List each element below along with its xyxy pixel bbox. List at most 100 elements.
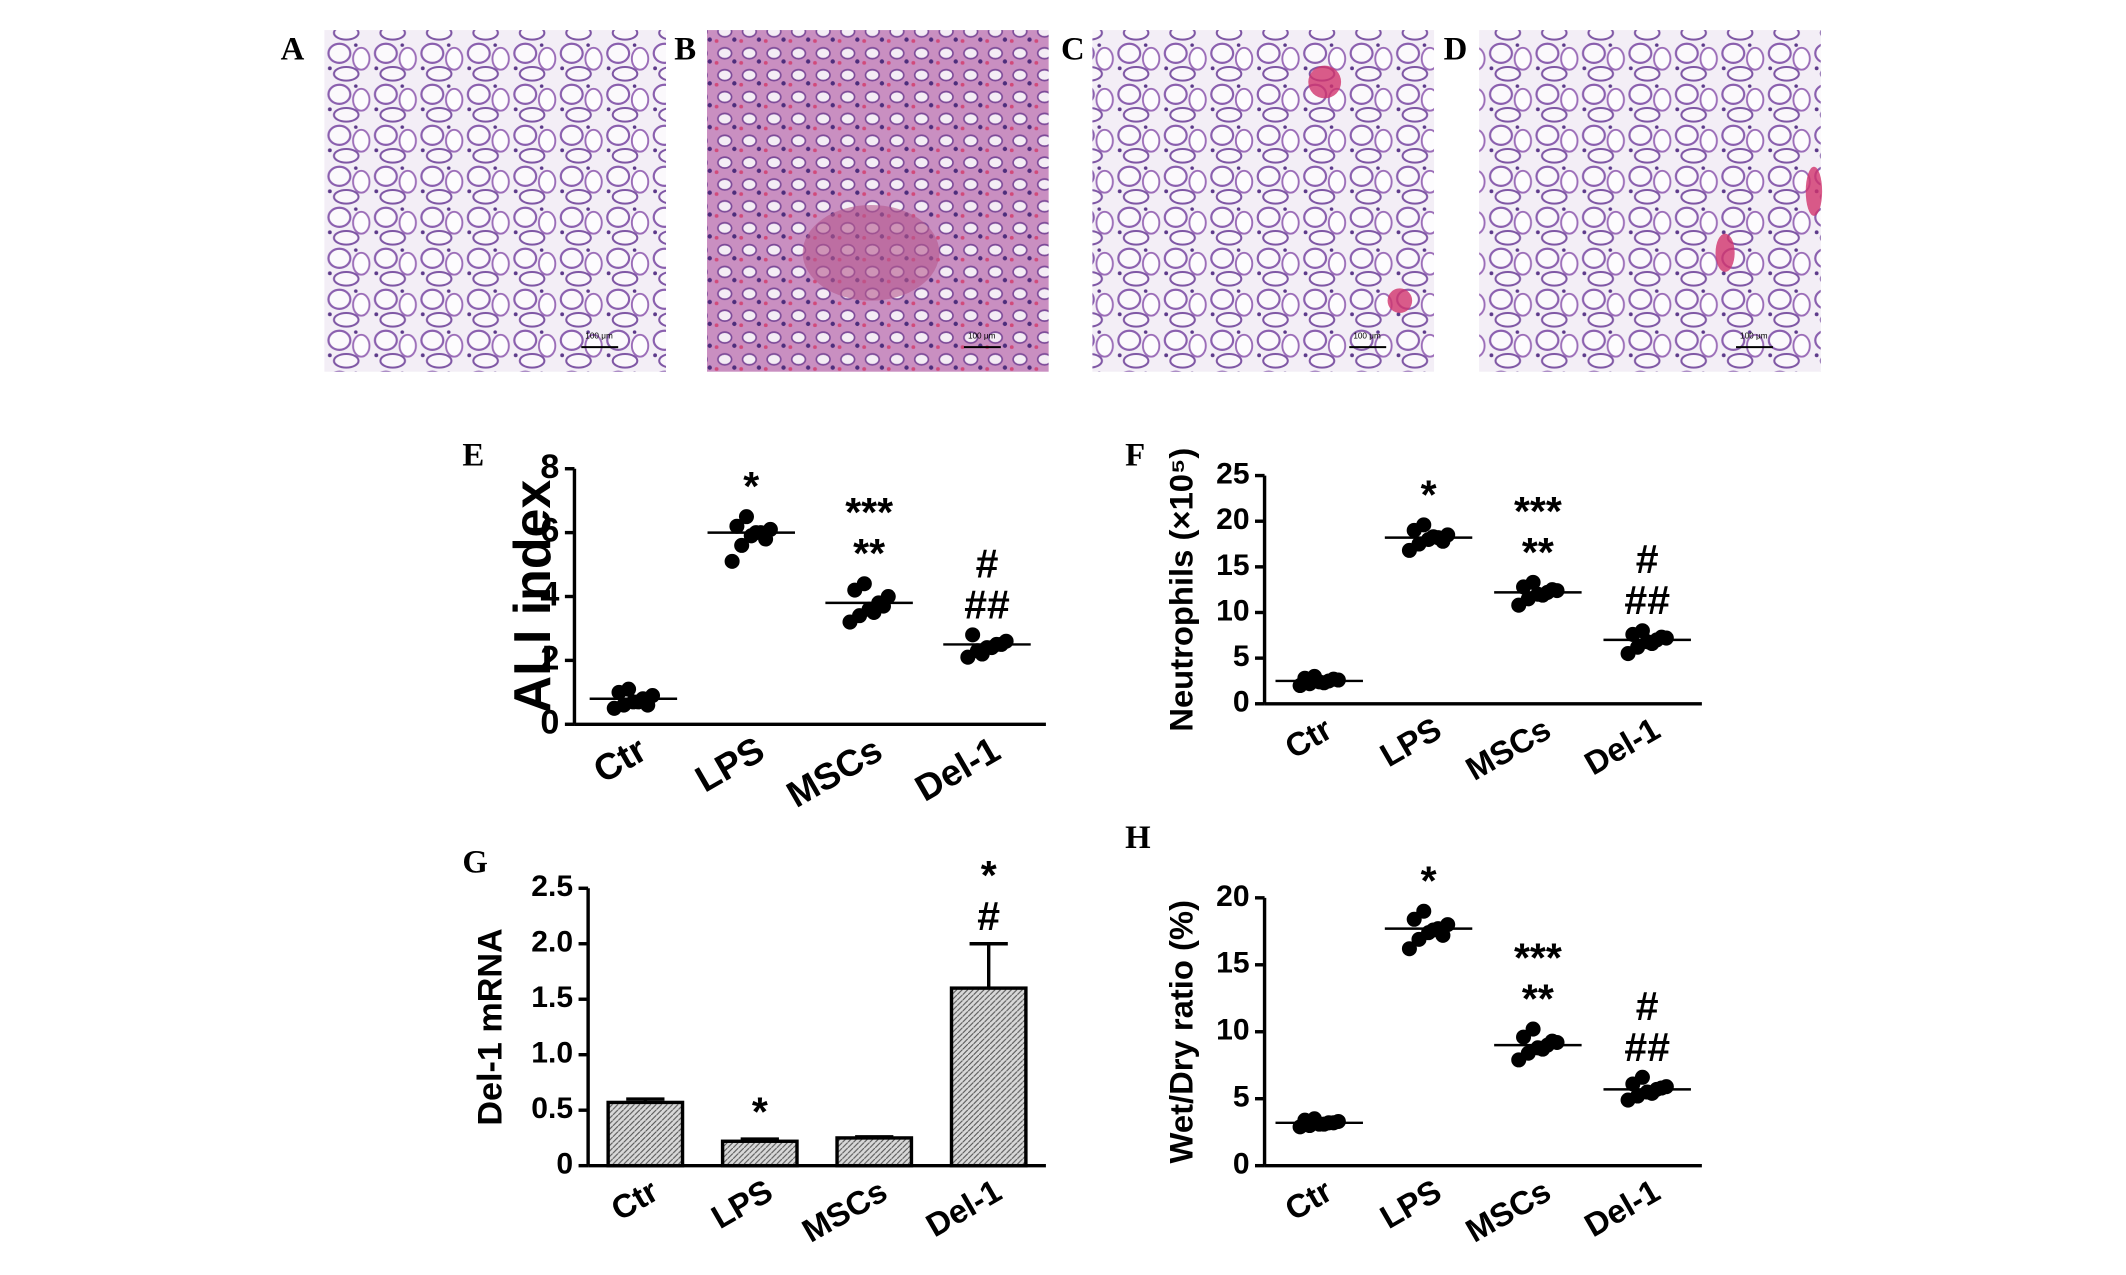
y-tick-label: 6 [540,512,559,550]
significance-mark: * [981,852,997,898]
x-tick-label: MSCs [1459,710,1556,788]
significance-mark: ## [1624,1024,1670,1070]
x-tick-label: MSCs [780,729,889,816]
data-point [875,598,891,614]
y-axis-label: ALI index [504,480,562,714]
significance-mark: * [1421,858,1437,904]
data-point [738,509,754,525]
error-bar [969,942,1008,989]
y-tick-label: 15 [1216,549,1249,582]
x-tick-label: MSCs [796,1172,893,1250]
scale-bar-label: 100 μm [968,331,996,340]
data-point [1544,1033,1560,1049]
significance-mark: *** [845,489,893,535]
significance-mark: # [976,540,999,586]
data-point [1525,1021,1541,1037]
data-point [621,681,637,697]
y-tick-label: 1.0 [531,1037,573,1070]
histology-image [1092,30,1435,372]
x-tick-label: LPS [1374,1172,1448,1236]
y-tick-label: 0.5 [531,1092,573,1125]
data-point [1544,582,1560,598]
data-point [1416,903,1432,919]
y-tick-label: 15 [1216,947,1249,980]
y-tick-label: 10 [1216,594,1249,627]
significance-mark: # [1636,536,1659,582]
scale-bar-label: 100 μm [585,331,613,340]
significance-mark: ## [1624,577,1670,623]
data-point [1654,629,1670,645]
x-tick-label: Ctr [1278,710,1338,766]
y-tick-label: 2.0 [531,926,573,959]
y-tick-label: 0 [540,703,559,741]
significance-mark: * [743,463,759,509]
significance-mark: ** [1522,529,1554,575]
significance-mark: ** [853,530,885,576]
x-tick-label: Del-1 [1578,1172,1666,1244]
tissue-region [802,204,940,301]
x-tick-label: LPS [1374,710,1448,774]
panel-label: D [1444,31,1468,67]
significance-mark: ## [964,581,1010,627]
data-point [1326,671,1342,687]
histology-image [1479,30,1821,372]
y-tick-label: 25 [1216,458,1249,491]
data-point [1525,574,1541,590]
panel-label: G [462,845,488,881]
y-tick-label: 10 [1216,1014,1249,1047]
panel-label: E [462,437,484,473]
y-tick-label: 0 [1233,686,1250,719]
y-tick-label: 4 [540,576,559,614]
panel-label: A [281,31,305,67]
significance-mark: # [1636,983,1659,1029]
y-tick-label: 8 [540,448,559,486]
data-point [1634,1069,1650,1085]
x-tick-label: LPS [705,1172,779,1236]
error-bar [740,1137,779,1142]
significance-mark: # [977,893,1000,939]
panel-label: C [1061,31,1085,67]
tissue-region [1805,166,1823,216]
y-tick-label: 20 [1216,503,1249,536]
data-point [734,537,750,553]
x-tick-label: Del-1 [1578,710,1666,782]
y-tick-label: 2.5 [531,870,573,903]
significance-mark: *** [1514,935,1562,981]
histology-image [324,30,667,372]
data-point [724,553,740,569]
y-tick-label: 2 [540,639,559,677]
histology-image [707,30,1049,372]
data-point [1634,623,1650,639]
data-point [1401,941,1417,957]
y-axis-label: Neutrophils (×10⁵) [1163,448,1200,732]
x-tick-label: MSCs [1459,1172,1556,1250]
panel-label: H [1125,820,1151,856]
bar [720,1139,799,1168]
y-axis-label: Del-1 mRNA [471,928,509,1125]
y-tick-label: 0 [556,1148,573,1181]
data-point [729,518,745,534]
data-point [1435,927,1451,943]
y-tick-label: 0 [1233,1148,1250,1181]
data-point [758,531,774,547]
bar [835,1136,914,1168]
y-axis-label: Wet/Dry ratio (%) [1163,900,1200,1164]
tissue-region [1387,288,1413,313]
data-point [965,627,981,643]
panel-label: F [1125,437,1145,473]
tissue-region [1715,233,1735,272]
significance-mark: * [752,1088,768,1134]
data-point [1654,1080,1670,1096]
y-tick-label: 5 [1233,1081,1250,1114]
y-tick-label: 20 [1216,880,1249,913]
significance-mark: *** [1514,488,1562,534]
x-tick-label: Ctr [587,729,654,791]
significance-mark: ** [1522,976,1554,1022]
scale-bar-label: 100 μm [1353,331,1381,340]
data-point [640,697,656,713]
x-tick-label: Del-1 [920,1172,1008,1244]
tissue-region [1308,65,1342,99]
significance-mark: * [1421,471,1437,517]
